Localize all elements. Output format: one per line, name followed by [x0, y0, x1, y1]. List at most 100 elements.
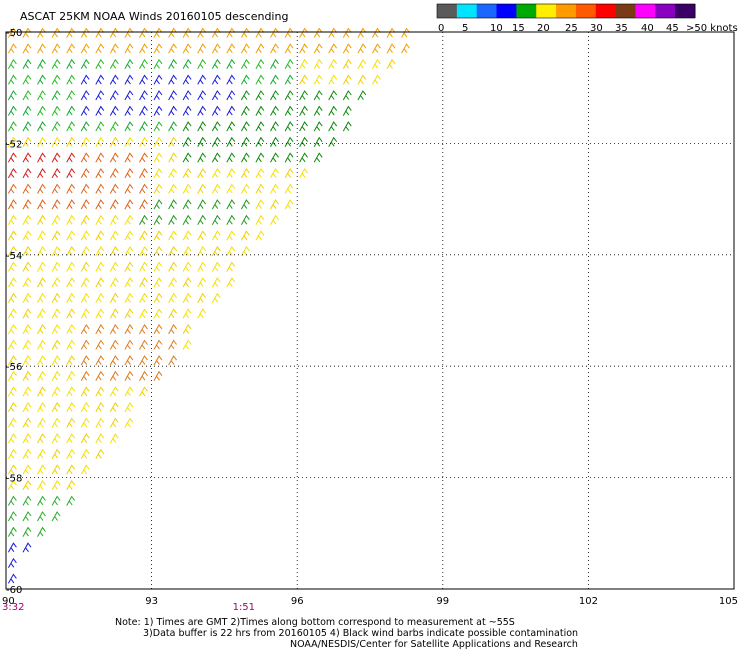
wind-barb	[95, 355, 105, 366]
wind-barb	[124, 167, 134, 179]
wind-barb	[66, 199, 76, 210]
wind-barb	[182, 323, 192, 335]
wind-barb	[211, 230, 221, 241]
wind-barb	[7, 433, 17, 444]
wind-barb	[357, 27, 367, 38]
wind-barb	[342, 74, 352, 85]
wind-barb	[182, 214, 192, 225]
wind-barb	[80, 417, 90, 428]
wind-barb	[51, 199, 61, 210]
wind-barb	[109, 370, 119, 381]
wind-barb	[284, 105, 294, 116]
wind-barb	[80, 58, 90, 70]
wind-barb	[37, 339, 46, 350]
wind-barb	[22, 167, 32, 179]
wind-barb	[37, 386, 46, 397]
wind-barb	[168, 121, 177, 132]
wind-barb	[109, 245, 119, 257]
wind-barb	[7, 105, 17, 116]
wind-barb	[211, 167, 221, 179]
colorbar-segment	[516, 4, 537, 18]
wind-barb	[37, 136, 46, 147]
wind-barb	[226, 58, 236, 70]
wind-barb	[80, 183, 90, 194]
wind-barb	[80, 292, 90, 303]
wind-barb	[371, 74, 381, 85]
colorbar-label: 20	[537, 23, 550, 34]
wind-barb	[7, 230, 17, 241]
wind-barb	[197, 105, 207, 116]
wind-barb	[124, 277, 134, 288]
wind-barb	[386, 27, 396, 38]
wind-barb	[7, 511, 17, 522]
wind-barb	[109, 339, 119, 350]
wind-barb	[51, 27, 61, 38]
wind-barb	[37, 526, 46, 537]
wind-barb	[153, 214, 163, 225]
note-line-3: NOAA/NESDIS/Center for Satellite Applica…	[290, 639, 578, 650]
wind-barb	[37, 90, 46, 101]
x-tick-label: 93	[145, 596, 158, 607]
wind-barb	[80, 90, 90, 101]
wind-barb	[95, 90, 105, 101]
wind-barb	[37, 183, 46, 194]
wind-barb	[66, 401, 76, 413]
wind-barb	[255, 152, 265, 163]
wind-barb	[270, 167, 279, 179]
colorbar-label: 15	[512, 23, 525, 34]
wind-barb	[226, 74, 236, 85]
x-tick-label: 96	[291, 596, 304, 607]
wind-barb	[66, 386, 76, 397]
wind-barb	[7, 121, 17, 132]
wind-barb	[139, 199, 148, 210]
note-line-1: Note: 1) Times are GMT 2)Times along bot…	[115, 617, 515, 628]
wind-barb	[66, 90, 76, 101]
wind-barb	[226, 27, 236, 38]
wind-barb	[95, 152, 105, 163]
wind-barb	[270, 90, 279, 101]
x-tick-label: 90	[2, 596, 15, 607]
wind-barb	[109, 277, 119, 288]
wind-barb	[270, 152, 279, 163]
wind-barb	[109, 199, 119, 210]
wind-barb	[182, 90, 192, 101]
wind-barb	[124, 121, 134, 132]
wind-barb	[182, 245, 192, 257]
wind-barb	[168, 339, 177, 350]
wind-barb	[37, 214, 46, 225]
wind-barb	[153, 43, 163, 54]
wind-barb	[22, 339, 32, 350]
wind-barb	[255, 27, 265, 38]
wind-barb	[51, 511, 61, 522]
wind-barb	[7, 74, 17, 85]
wind-barb	[95, 339, 105, 350]
y-tick-label: -58	[6, 474, 22, 485]
wind-barb	[168, 355, 177, 366]
wind-barb	[153, 74, 163, 85]
wind-barb	[270, 27, 279, 38]
wind-barb	[109, 230, 119, 241]
wind-barb	[37, 277, 46, 288]
wind-barb	[95, 245, 105, 257]
wind-barb	[66, 167, 76, 179]
colorbar-label: 10	[490, 23, 503, 34]
colorbar-segment	[595, 4, 617, 18]
colorbar-label: 35	[615, 23, 628, 34]
wind-barb	[7, 448, 17, 459]
wind-barb	[299, 121, 308, 132]
wind-barb	[22, 401, 32, 413]
wind-barb	[66, 136, 76, 147]
wind-barb	[66, 261, 76, 272]
wind-barb	[22, 43, 32, 54]
wind-barb	[139, 292, 148, 303]
wind-barb	[66, 370, 76, 381]
wind-barb	[139, 183, 148, 194]
wind-barb	[270, 214, 279, 225]
wind-barb	[7, 417, 17, 428]
time-labels: 3:32 1:51	[2, 602, 255, 613]
wind-barb	[51, 417, 61, 428]
wind-barb	[284, 136, 294, 147]
wind-barb	[168, 261, 177, 272]
wind-barb	[51, 339, 61, 350]
wind-barb	[22, 370, 32, 381]
